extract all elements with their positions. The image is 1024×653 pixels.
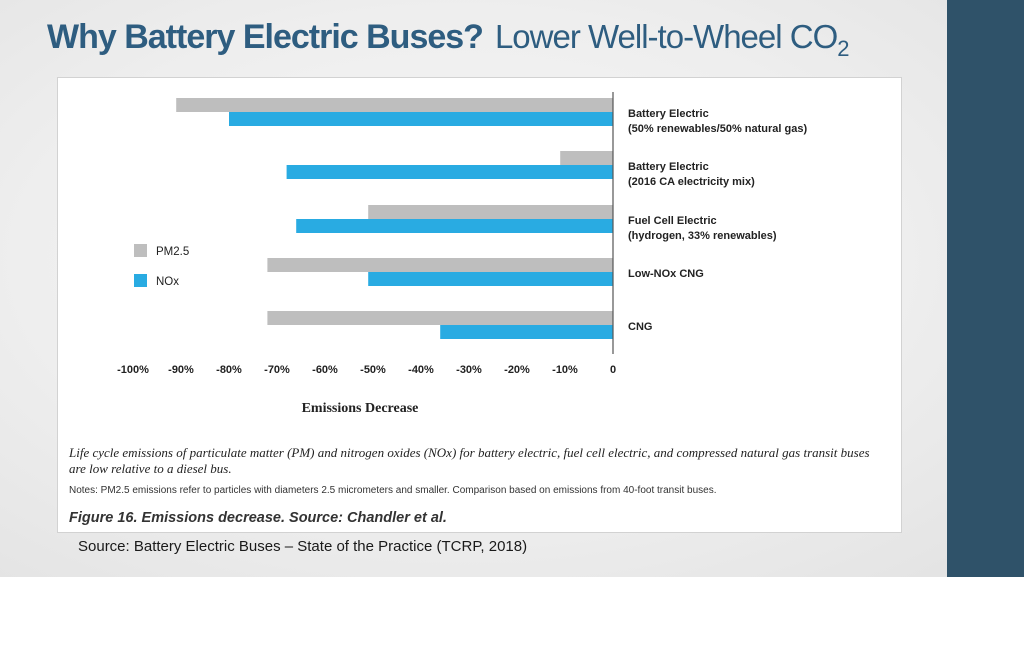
- tick-label: -30%: [456, 364, 482, 376]
- category-label-line: (hydrogen, 33% renewables): [628, 230, 777, 242]
- category-label-2: Fuel Cell Electric (hydrogen, 33% renewab…: [628, 215, 777, 242]
- title-light-part: Lower Well-to-Wheel CO2: [494, 18, 850, 61]
- bar-pm25-3: [267, 258, 613, 272]
- figure-panel: Battery Electric (50% renewables/50% natu…: [57, 77, 902, 533]
- category-label-line: (50% renewables/50% natural gas): [628, 123, 807, 135]
- category-label-line: Low-NOx CNG: [628, 268, 704, 280]
- category-label-line: CNG: [628, 321, 652, 333]
- bar-pm25-1: [560, 151, 613, 165]
- legend-label-0: PM2.5: [156, 246, 189, 258]
- slide: Why Battery Electric Buses? Lower Well-to…: [0, 0, 1024, 577]
- tick-label: -50%: [360, 364, 386, 376]
- bar-pm25-2: [368, 205, 613, 219]
- tick-label: -40%: [408, 364, 434, 376]
- category-label-1: Battery Electric (2016 CA electricity mix…: [628, 161, 755, 188]
- figure-notes: Notes: PM2.5 emissions refer to particle…: [69, 485, 717, 496]
- category-label-0: Battery Electric (50% renewables/50% natu…: [628, 108, 807, 135]
- legend-swatch-1: [134, 274, 147, 287]
- tick-label: -10%: [552, 364, 578, 376]
- bar-nox-0: [229, 112, 613, 126]
- tick-label: -100%: [117, 364, 149, 376]
- category-label-line: (2016 CA electricity mix): [628, 176, 755, 188]
- category-label-4: CNG: [628, 321, 652, 333]
- bar-nox-4: [440, 325, 613, 339]
- tick-label: -60%: [312, 364, 338, 376]
- bar-nox-1: [286, 165, 613, 179]
- tick-label: -80%: [216, 364, 242, 376]
- emissions-chart: Battery Electric (50% renewables/50% natu…: [117, 92, 807, 416]
- tick-label: 0: [610, 364, 616, 376]
- source-text: Source: Battery Electric Buses – State o…: [78, 538, 528, 555]
- bar-pm25-4: [267, 311, 613, 325]
- bar-pm25-0: [176, 98, 613, 112]
- category-label-3: Low-NOx CNG: [628, 268, 704, 280]
- category-label-line: Battery Electric: [628, 108, 709, 120]
- title-subscript: 2: [837, 36, 849, 61]
- x-axis-title: Emissions Decrease: [302, 401, 419, 416]
- title-bold-part: Why Battery Electric Buses?: [47, 18, 484, 56]
- category-label-line: Fuel Cell Electric: [628, 215, 717, 227]
- category-label-line: Battery Electric: [628, 161, 709, 173]
- legend-swatch-0: [134, 244, 147, 257]
- figure-label: Figure 16. Emissions decrease. Source: C…: [69, 510, 447, 526]
- tick-label: -20%: [504, 364, 530, 376]
- legend-label-1: NOx: [156, 276, 179, 288]
- sidebar-decoration: 10: [947, 0, 1024, 577]
- bar-nox-3: [368, 272, 613, 286]
- tick-label: -90%: [168, 364, 194, 376]
- tick-label: -70%: [264, 364, 290, 376]
- slide-title: Why Battery Electric Buses? Lower Well-to…: [47, 18, 850, 62]
- figure-caption: Life cycle emissions of particulate matt…: [69, 445, 870, 476]
- title-light-text: Lower Well-to-Wheel CO: [494, 18, 838, 55]
- bar-nox-2: [296, 219, 613, 233]
